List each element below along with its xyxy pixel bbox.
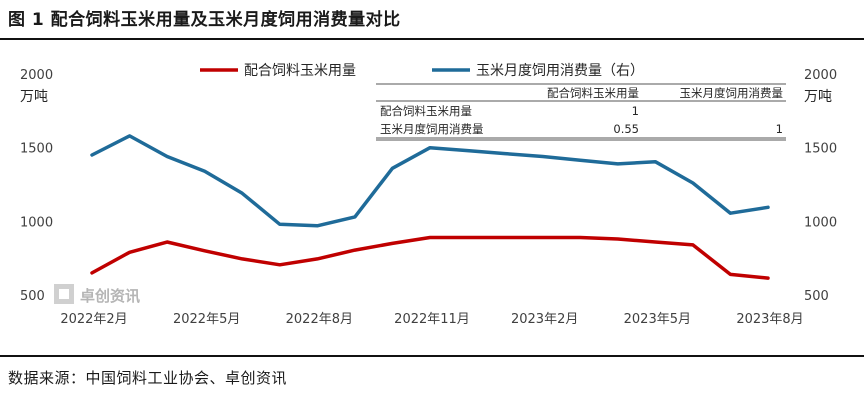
y-left-tick-label: 500	[20, 289, 45, 304]
series-layer	[90, 134, 770, 280]
y-left-tick-label: 1500	[20, 142, 53, 157]
legend-label-series-1: 配合饲料玉米用量	[244, 63, 356, 79]
y-left-tick-label: 2000	[20, 68, 53, 83]
legend-label-series-2: 玉米月度饲用消费量（右）	[476, 63, 644, 79]
correlation-table: 配合饲料玉米用量 玉米月度饲用消费量 配合饲料玉米用量 1 玉米月度饲用消费量 …	[376, 83, 786, 141]
bottom-rule	[0, 355, 864, 357]
watermark-logo-icon-inner	[59, 289, 69, 299]
x-axis-ticks: 2022年2月 2022年5月 2022年8月 2022年11月 2023年2月 2023…	[60, 312, 803, 327]
table-row-2-col-3: 1	[776, 122, 783, 136]
table-row-1-col-2: 1	[632, 104, 639, 118]
top-rule	[0, 38, 864, 40]
table-header-col-2: 配合饲料玉米用量	[547, 86, 639, 100]
y-right-ticks: 500 1000 1500 2000	[804, 68, 837, 304]
table-row-2-col-2: 0.55	[613, 122, 639, 136]
y-left-ticks: 500 1000 1500 2000	[20, 68, 53, 304]
watermark-text: 卓创资讯	[80, 287, 140, 305]
watermark: 卓创资讯	[54, 284, 140, 305]
line-chart: 卓创资讯 万吨 万吨 配合饲料玉米用量 玉米月度饲用消费量（右） 配合饲料玉米用…	[20, 63, 837, 327]
table-row-2-label: 玉米月度饲用消费量	[380, 122, 484, 136]
table-row-1-label: 配合饲料玉米用量	[380, 104, 472, 118]
x-tick-label: 2023年5月	[624, 312, 691, 327]
x-tick-label: 2023年2月	[511, 312, 578, 327]
figure-title: 图 1 配合饲料玉米用量及玉米月度饲用消费量对比	[8, 10, 401, 30]
table-header-col-3: 玉米月度饲用消费量	[680, 86, 784, 100]
y-right-tick-label: 1000	[804, 215, 837, 230]
x-tick-label: 2022年5月	[173, 312, 240, 327]
y-left-tick-label: 1000	[20, 215, 53, 230]
series-line-1	[90, 235, 770, 280]
y-right-unit-label: 万吨	[804, 89, 832, 105]
legend: 配合饲料玉米用量 玉米月度饲用消费量（右）	[200, 63, 644, 79]
y-right-tick-label: 500	[804, 289, 829, 304]
y-left-unit-label: 万吨	[20, 89, 48, 105]
x-tick-label: 2023年8月	[736, 312, 803, 327]
y-right-tick-label: 1500	[804, 142, 837, 157]
y-right-tick-label: 2000	[804, 68, 837, 83]
x-tick-label: 2022年8月	[286, 312, 353, 327]
series-line-2	[90, 134, 770, 228]
x-tick-label: 2022年11月	[394, 312, 470, 327]
data-source-note: 数据来源：中国饲料工业协会、卓创资讯	[8, 369, 288, 387]
x-tick-label: 2022年2月	[60, 312, 127, 327]
